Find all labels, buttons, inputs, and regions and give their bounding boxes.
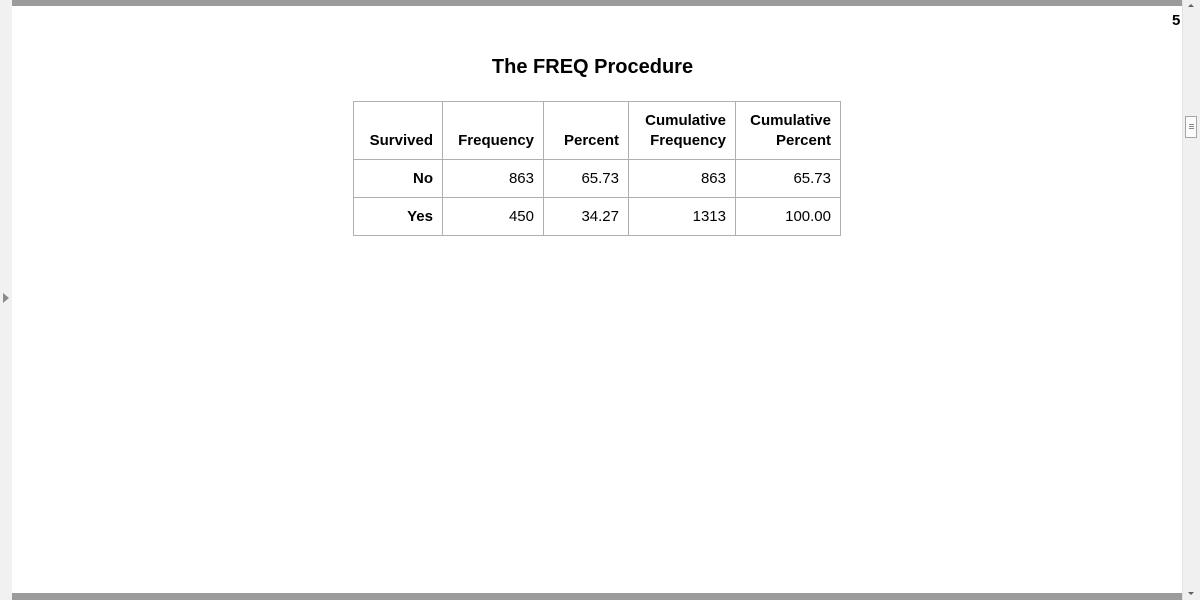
column-header-line1: Cumulative: [750, 112, 831, 129]
procedure-title: The FREQ Procedure: [491, 56, 694, 78]
bottom-border-bar: [12, 593, 1182, 600]
vertical-scrollbar[interactable]: [1182, 0, 1200, 600]
frequency-cell: 863: [442, 159, 544, 198]
frequency-cell: 450: [442, 197, 544, 236]
table-header-row: Survived Frequency Percent Cumulative Fre…: [353, 101, 841, 160]
column-header-cumulative-frequency: Cumulative Frequency: [628, 101, 736, 160]
column-header-cumulative-percent: Cumulative Percent: [735, 101, 841, 160]
column-header-label: Percent: [563, 132, 619, 149]
frequency-table: Survived Frequency Percent Cumulative Fre…: [353, 101, 841, 236]
top-border-bar: [12, 0, 1182, 6]
grip-line: [1189, 128, 1194, 129]
scroll-thumb[interactable]: [1185, 116, 1197, 138]
column-header-label: Frequency: [458, 132, 534, 149]
cumulative-frequency-cell: 863: [628, 159, 736, 198]
percent-cell: 65.73: [543, 159, 629, 198]
scroll-up-arrow-icon[interactable]: [1188, 4, 1194, 7]
column-header-line2: Percent: [775, 132, 831, 149]
column-header-label: Survived: [369, 132, 433, 149]
row-label: No: [353, 159, 443, 198]
cumulative-percent-cell: 65.73: [735, 159, 841, 198]
column-header-survived: Survived: [353, 101, 443, 160]
table-row: Yes 450 34.27 1313 100.00: [353, 197, 841, 236]
column-header-line2: Frequency: [650, 132, 726, 149]
page-number: 5: [1172, 12, 1181, 29]
column-header-frequency: Frequency: [442, 101, 544, 160]
left-gutter: [0, 0, 12, 600]
expand-pane-arrow-icon[interactable]: [3, 293, 9, 303]
column-header-percent: Percent: [543, 101, 629, 160]
cumulative-frequency-cell: 1313: [628, 197, 736, 236]
row-label: Yes: [353, 197, 443, 236]
table-row: No 863 65.73 863 65.73: [353, 159, 841, 198]
scroll-down-arrow-icon[interactable]: [1188, 592, 1194, 595]
column-header-line1: Cumulative: [645, 112, 726, 129]
grip-line: [1189, 124, 1194, 125]
percent-cell: 34.27: [543, 197, 629, 236]
grip-line: [1189, 126, 1194, 127]
cumulative-percent-cell: 100.00: [735, 197, 841, 236]
